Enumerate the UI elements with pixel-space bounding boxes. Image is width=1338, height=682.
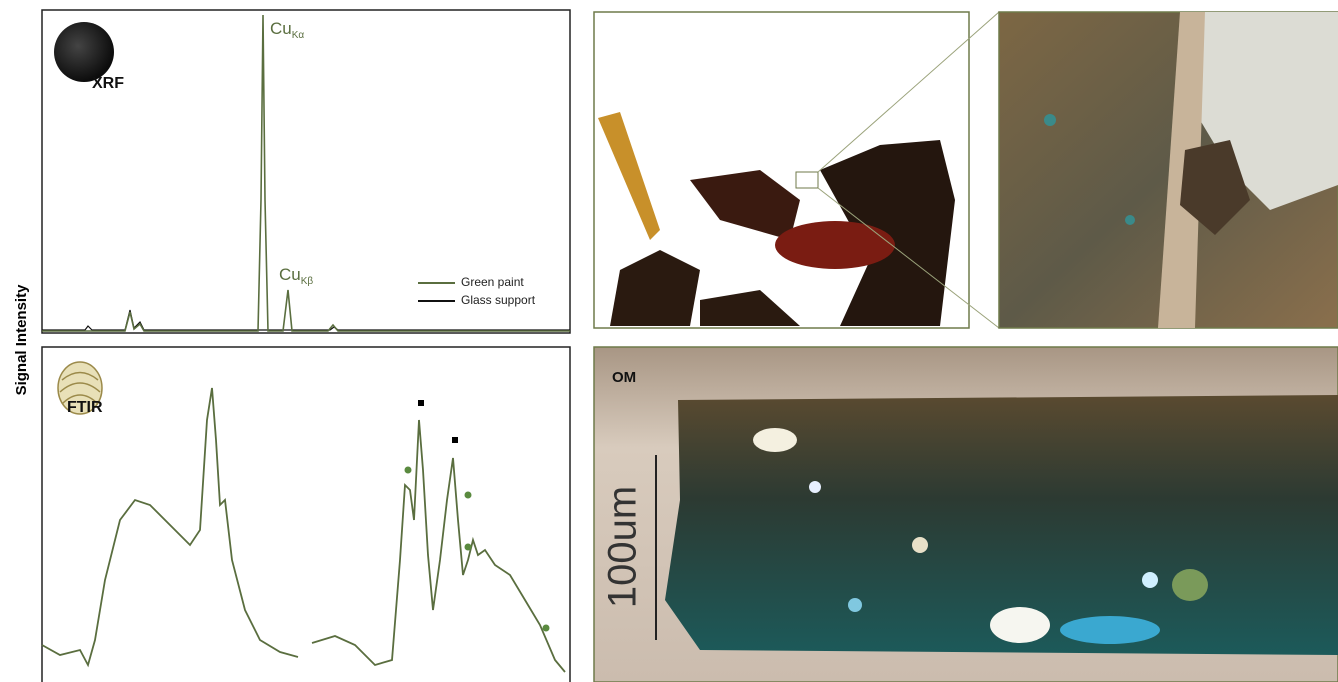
ftir-label: FTIR (67, 399, 103, 416)
line: Kβ (301, 276, 314, 287)
paint-closeup (999, 12, 1338, 328)
legend-label: Green paint (461, 275, 524, 289)
element: Cu (270, 19, 292, 38)
page: Signal Intensity XRF CuKα CuKβ Green pai… (0, 0, 1338, 682)
element: Cu (279, 265, 301, 284)
scale-bar-label: 100um (601, 486, 645, 608)
xrf-label: XRF (92, 75, 124, 92)
om-label: OM (612, 369, 636, 386)
legend-label: Glass support (461, 293, 536, 307)
y-axis-label: Signal Intensity (13, 284, 30, 396)
cross-section (594, 347, 1338, 682)
window-photo (594, 12, 969, 328)
ftir-panel (42, 347, 570, 682)
figure: Signal Intensity XRF CuKα CuKβ Green pai… (0, 0, 1338, 682)
xrf-icon (54, 22, 114, 82)
line: Kα (292, 30, 305, 41)
